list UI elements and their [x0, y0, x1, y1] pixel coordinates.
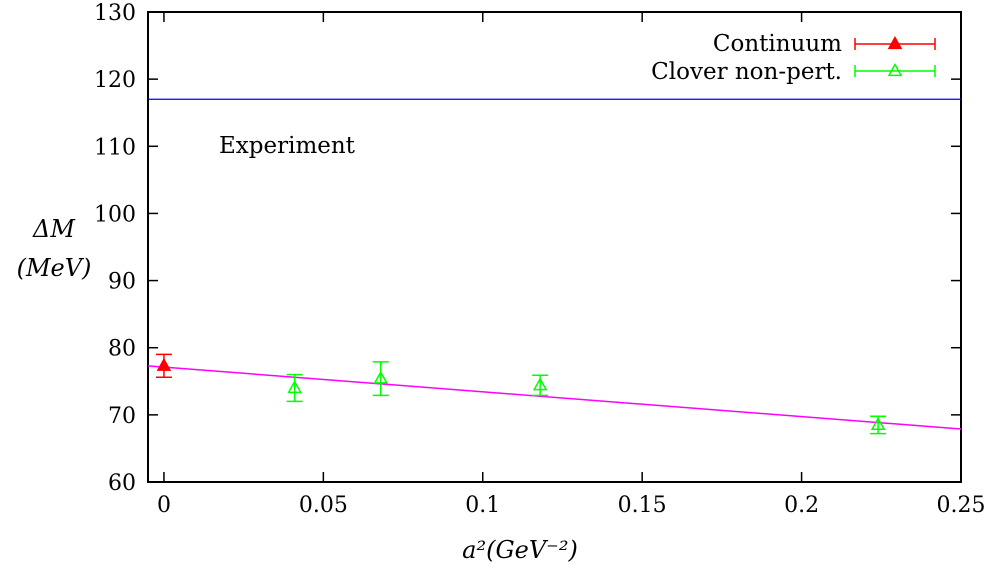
- y-axis-label-line2: (MeV): [17, 254, 92, 282]
- x-tick-label: 0.05: [299, 493, 348, 518]
- y-tick-label: 60: [108, 471, 136, 496]
- continuum-point: [156, 357, 172, 371]
- y-tick-label: 90: [108, 270, 136, 295]
- x-axis-label: a²(GeV⁻²): [462, 536, 578, 564]
- clover-point: [373, 370, 389, 384]
- legend-label-clover: Clover non-pert.: [651, 59, 842, 85]
- x-tick-label: 0.2: [784, 493, 819, 518]
- plot-frame: [147, 11, 962, 483]
- y-tick-label: 110: [94, 135, 136, 160]
- y-tick-label: 120: [94, 68, 136, 93]
- y-tick-label: 100: [94, 202, 136, 227]
- y-tick-label: 70: [108, 404, 136, 429]
- y-axis-label-line1: ΔM: [32, 215, 76, 243]
- legend-triangle: [887, 35, 903, 50]
- x-tick-label: 0.15: [618, 493, 667, 518]
- x-tick-label: 0.25: [937, 493, 986, 518]
- legend: Continuum Clover non-pert.: [651, 31, 936, 85]
- ticks: 0 0.05 0.1 0.15 0.2 0.25 60 70 80 90 100 110 120 130: [94, 1, 985, 518]
- x-tick-label: 0.1: [465, 493, 500, 518]
- legend-label-continuum: Continuum: [713, 31, 842, 57]
- annotation-experiment: Experiment: [219, 133, 356, 159]
- legend-marker-clover: [854, 62, 936, 77]
- fit-line: [147, 365, 962, 430]
- x-tick-label: 0: [157, 493, 171, 518]
- legend-marker-continuum: [854, 35, 936, 50]
- y-tick-label: 80: [108, 337, 136, 362]
- series-layer: [147, 98, 962, 435]
- legend-triangle: [887, 62, 903, 77]
- clover-point: [870, 416, 886, 430]
- clover-point: [287, 379, 302, 394]
- clover-point: [532, 377, 548, 391]
- y-tick-label: 130: [94, 1, 136, 26]
